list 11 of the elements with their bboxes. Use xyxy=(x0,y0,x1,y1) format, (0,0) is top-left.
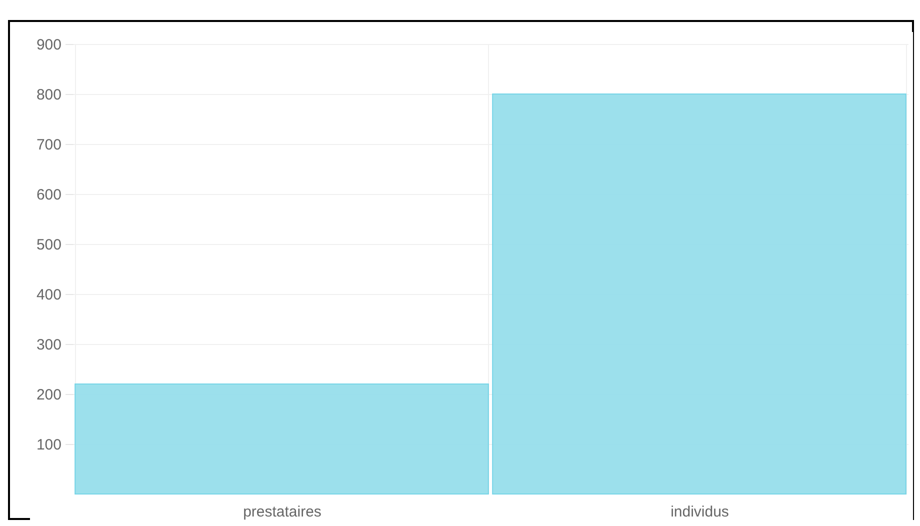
y-tick-label: 800 xyxy=(36,86,62,104)
y-tick-label: 200 xyxy=(36,386,62,404)
x-tick-label: prestataires xyxy=(243,504,322,520)
y-tick-label: 100 xyxy=(36,436,62,454)
y-tick-label: 900 xyxy=(36,36,62,54)
y-tick-label: 500 xyxy=(36,236,62,254)
y-tick-label: 600 xyxy=(36,186,62,204)
x-tick-label: individus xyxy=(670,504,729,520)
y-tick-label: 400 xyxy=(36,286,62,304)
y-tick-label: 700 xyxy=(36,136,62,154)
y-tick-label: 300 xyxy=(36,336,62,354)
